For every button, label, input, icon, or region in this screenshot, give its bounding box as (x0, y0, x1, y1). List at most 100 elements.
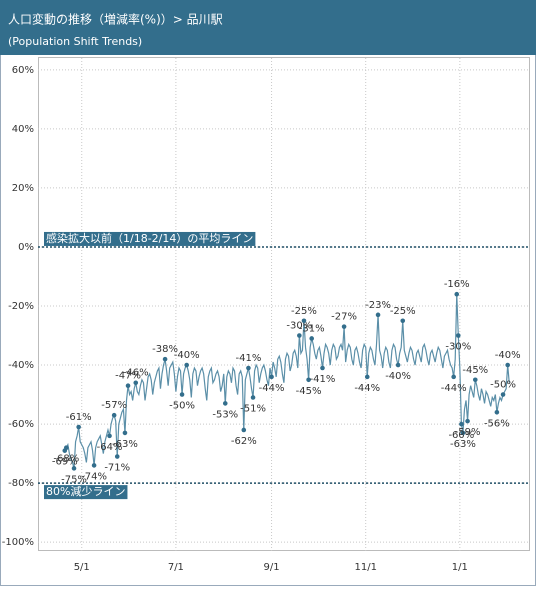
point-marker (241, 427, 247, 433)
data-label: -23% (365, 300, 391, 311)
y-tick-label: -40% (8, 360, 34, 371)
point-marker (133, 380, 139, 386)
data-label: -45% (462, 365, 488, 376)
x-tick-label: 5/1 (74, 562, 90, 573)
x-tick-label: 1/1 (452, 562, 468, 573)
data-label: -40% (385, 371, 411, 382)
point-marker (456, 333, 461, 338)
data-label: -16% (444, 279, 470, 290)
point-marker (375, 312, 381, 318)
data-label: -40% (495, 350, 521, 361)
point-marker (250, 395, 256, 400)
point-marker (306, 377, 311, 383)
y-tick-label: -100% (2, 537, 34, 548)
y-tick-label: 40% (12, 124, 34, 135)
data-label: -68% (53, 454, 79, 465)
data-label: -30% (445, 342, 471, 353)
data-label: -75% (61, 474, 87, 485)
y-tick-label: -60% (8, 419, 34, 430)
data-label: -25% (291, 306, 317, 317)
x-tick-label: 11/1 (354, 562, 376, 573)
point-marker (451, 374, 456, 380)
y-tick-label: -20% (8, 301, 34, 312)
data-label: -71% (104, 463, 130, 474)
y-tick-label: 20% (12, 183, 34, 194)
data-label: -46% (123, 368, 149, 379)
data-label: -56% (484, 418, 510, 429)
point-marker (111, 412, 117, 418)
data-label: -63% (450, 439, 476, 450)
data-label: -44% (259, 383, 285, 394)
point-marker (494, 409, 500, 415)
data-label: -44% (354, 383, 380, 394)
series-line (64, 294, 510, 469)
point-marker (301, 318, 307, 324)
point-marker (505, 362, 510, 368)
y-tick-label: -80% (8, 478, 34, 489)
point-marker (64, 445, 69, 450)
point-marker (122, 430, 128, 436)
chart-subtitle: (Population Shift Trends) (8, 35, 142, 48)
point-marker (465, 418, 470, 424)
data-label: -45% (296, 386, 322, 397)
data-label: -41% (235, 353, 261, 364)
data-label: -74% (81, 471, 107, 482)
data-label: -53% (212, 409, 238, 420)
point-marker (454, 291, 460, 297)
point-marker (364, 374, 370, 380)
data-label: -62% (231, 436, 257, 447)
reference-label: 感染拡大以前（1/18-2/14）の平均ライン (46, 231, 253, 245)
data-label: -57% (101, 400, 127, 411)
point-marker (460, 430, 466, 436)
point-marker (114, 454, 120, 459)
data-label: -63% (112, 439, 138, 450)
point-marker (125, 383, 131, 388)
data-label: -51% (240, 404, 266, 415)
header (0, 0, 536, 55)
data-label: -50% (169, 401, 195, 412)
x-tick-label: 7/1 (168, 562, 184, 573)
y-tick-label: 60% (12, 65, 34, 76)
point-marker (162, 356, 168, 362)
reference-label-bg (44, 485, 128, 500)
data-label: -30% (286, 321, 312, 332)
data-label: -31% (299, 323, 325, 334)
point-marker (309, 336, 314, 341)
point-marker (76, 424, 81, 430)
point-marker (71, 466, 77, 471)
point-marker (320, 365, 325, 371)
point-marker (400, 318, 406, 324)
reference-label-bg (44, 231, 256, 246)
point-marker (297, 333, 302, 338)
point-marker (395, 362, 401, 368)
data-label: -64% (97, 442, 123, 453)
data-label: -69% (52, 457, 78, 468)
point-marker (184, 362, 189, 368)
data-label: -50% (490, 380, 516, 391)
data-label: -38% (152, 344, 178, 355)
data-label: -61% (66, 412, 92, 423)
data-label: -59% (455, 427, 481, 438)
reference-label: 80%減少ライン (46, 484, 125, 498)
point-marker (222, 401, 228, 406)
data-label: -25% (390, 306, 416, 317)
point-marker (341, 324, 347, 329)
data-label: -47% (115, 371, 141, 382)
y-tick-label: 0% (18, 242, 34, 253)
point-marker (246, 365, 251, 371)
point-marker (472, 377, 478, 383)
data-label: -44% (441, 383, 467, 394)
x-tick-label: 9/1 (264, 562, 280, 573)
point-marker (179, 392, 185, 397)
point-marker (269, 374, 274, 380)
chart-title: 人口変動の推移（増減率(%)）> 品川駅 (8, 12, 223, 27)
point-marker (91, 463, 97, 468)
data-label: -27% (331, 312, 357, 323)
data-label: -40% (174, 350, 200, 361)
point-marker (107, 433, 112, 439)
point-marker (500, 392, 506, 397)
point-marker (459, 421, 464, 427)
data-label: -60% (448, 430, 474, 441)
plot-area (38, 57, 530, 551)
